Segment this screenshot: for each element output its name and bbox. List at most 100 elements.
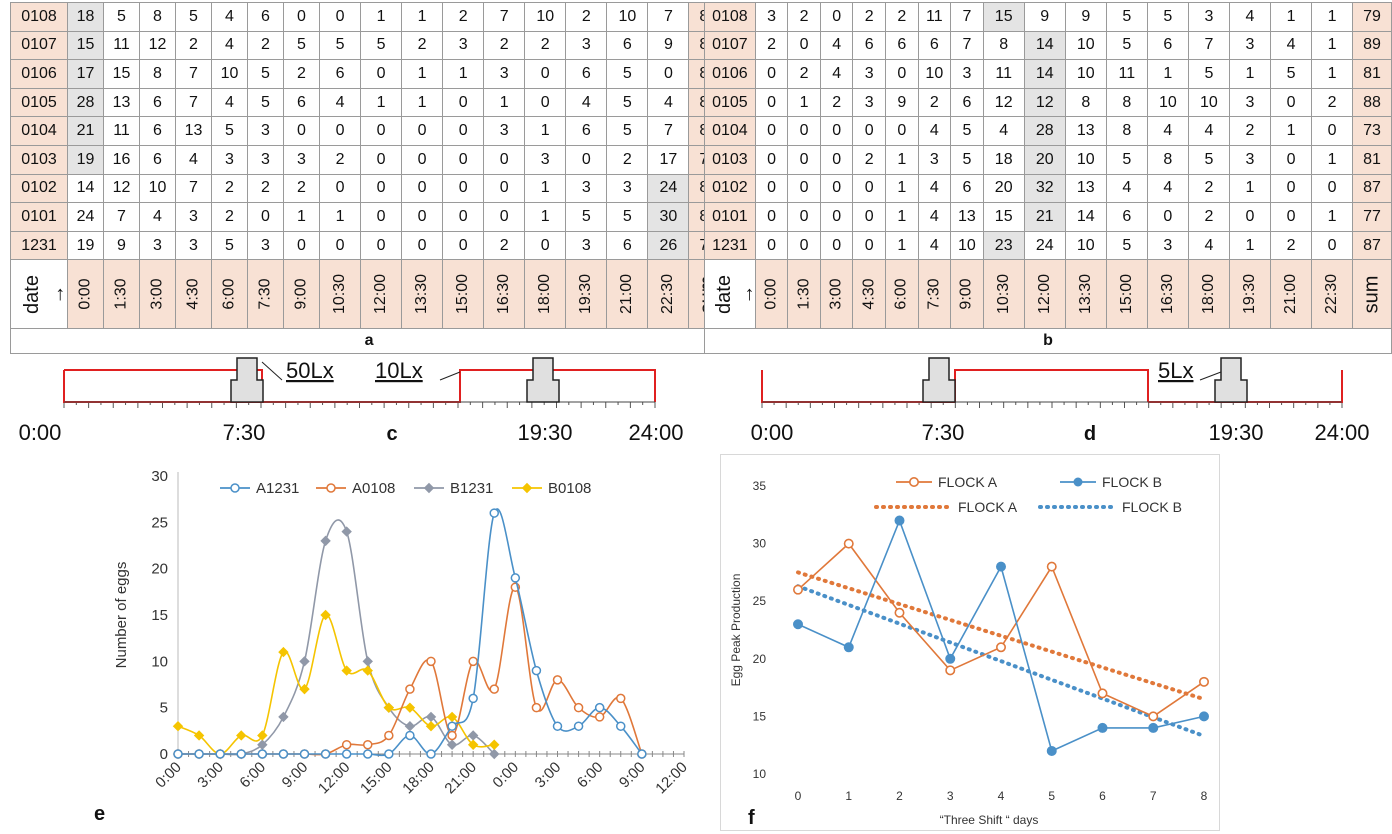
data-point bbox=[1148, 711, 1159, 722]
egg-count-cell: 7 bbox=[175, 59, 212, 89]
egg-count-cell: 0 bbox=[754, 144, 789, 175]
egg-count-cell: 0 bbox=[787, 116, 821, 146]
egg-count-cell: 0 bbox=[318, 2, 362, 32]
egg-count-cell: 8 bbox=[1146, 144, 1189, 175]
egg-count-cell: 4 bbox=[917, 202, 952, 232]
egg-count-cell: 12 bbox=[139, 30, 176, 61]
egg-count-cell: 1 bbox=[884, 230, 919, 261]
egg-count-cell: 0 bbox=[1311, 230, 1354, 261]
schedule-d-mid2: 19:30 bbox=[1208, 420, 1263, 445]
time-header-label: 21:00 bbox=[1282, 274, 1300, 315]
time-header-label: 1:30 bbox=[795, 278, 813, 310]
data-point bbox=[363, 739, 373, 750]
egg-count-cell: 7 bbox=[647, 116, 690, 146]
egg-count-cell: 26 bbox=[647, 230, 690, 261]
egg-count-cell: 10 bbox=[1064, 30, 1107, 61]
x-tick-label: 1 bbox=[845, 789, 852, 803]
time-header-label: 0:00 bbox=[762, 278, 780, 310]
data-point bbox=[1097, 722, 1108, 733]
data-point bbox=[843, 538, 854, 549]
egg-count-cell: 0 bbox=[401, 116, 444, 146]
egg-count-cell: 0 bbox=[360, 144, 403, 175]
row-date: 0107 bbox=[704, 30, 756, 61]
egg-count-cell: 0 bbox=[442, 116, 485, 146]
time-header-label: 9:00 bbox=[292, 278, 310, 310]
egg-count-cell: 5 bbox=[247, 87, 284, 118]
sum-header-label: sum bbox=[1360, 275, 1383, 314]
time-header: 22:30 bbox=[1311, 259, 1354, 330]
egg-count-cell: 7 bbox=[1187, 30, 1230, 61]
egg-count-cell: 2 bbox=[819, 87, 854, 118]
egg-count-cell: 17 bbox=[647, 144, 690, 175]
egg-count-cell: 0 bbox=[524, 59, 567, 89]
egg-count-cell: 13 bbox=[103, 87, 140, 118]
egg-count-cell: 10 bbox=[917, 59, 952, 89]
egg-count-cell: 4 bbox=[1187, 116, 1230, 146]
egg-count-cell: 6 bbox=[950, 173, 984, 204]
schedule-d-mid: 7:30 bbox=[922, 420, 965, 445]
egg-count-cell: 9 bbox=[103, 230, 140, 261]
egg-count-cell: 6 bbox=[565, 59, 608, 89]
egg-count-cell: 3 bbox=[175, 230, 212, 261]
egg-count-cell: 32 bbox=[1023, 173, 1066, 204]
egg-count-cell: 3 bbox=[524, 144, 567, 175]
row-sum: 89 bbox=[1352, 30, 1392, 61]
data-point bbox=[489, 748, 500, 760]
time-header-label: 16:30 bbox=[1158, 274, 1176, 315]
x-tick-label: 5 bbox=[1048, 789, 1055, 803]
data-point bbox=[793, 584, 804, 595]
schedule-d-pulse-morning bbox=[922, 357, 956, 403]
egg-count-cell: 14 bbox=[1064, 202, 1107, 232]
egg-count-cell: 3 bbox=[852, 59, 886, 89]
egg-count-cell: 1 bbox=[1228, 59, 1272, 89]
time-header-label: 7:30 bbox=[256, 278, 274, 310]
legend-label: FLOCK B bbox=[1122, 499, 1182, 515]
data-point bbox=[446, 711, 458, 723]
row-sum: 73 bbox=[1352, 116, 1392, 146]
data-point bbox=[326, 483, 336, 493]
data-point bbox=[341, 665, 352, 676]
row-date: 0105 bbox=[10, 87, 68, 118]
egg-count-cell: 0 bbox=[524, 87, 567, 118]
egg-count-cell: 8 bbox=[1105, 116, 1148, 146]
egg-count-cell: 5 bbox=[1105, 230, 1148, 261]
egg-count-cell: 6 bbox=[1105, 202, 1148, 232]
egg-table-a: 0108185854600112710210786010715111224255… bbox=[9, 2, 729, 355]
egg-count-cell: 6 bbox=[950, 87, 984, 118]
panel-letter-c: c bbox=[386, 423, 397, 445]
x-tick-label: 9:00 bbox=[616, 759, 649, 792]
egg-count-cell: 0 bbox=[360, 202, 403, 232]
trendline-FLOCK-B bbox=[796, 584, 1206, 738]
egg-count-cell: 7 bbox=[647, 2, 690, 32]
egg-count-cell: 2 bbox=[1311, 87, 1354, 118]
time-header-label: 21:00 bbox=[618, 274, 636, 315]
egg-count-cell: 0 bbox=[819, 116, 854, 146]
series-FLOCK-A bbox=[793, 538, 1209, 722]
egg-count-cell: 4 bbox=[917, 116, 952, 146]
table-row: 0104211161353000003165781 bbox=[10, 116, 729, 146]
egg-count-cell: 3 bbox=[247, 144, 284, 175]
data-point bbox=[230, 483, 240, 493]
table-row: 0105 0 1 2 3 9 2 6 12 12 8 8 10 10 3 0 2 88 bbox=[704, 87, 1392, 118]
x-tick-label: 0 bbox=[795, 789, 802, 803]
egg-count-cell: 14 bbox=[1023, 30, 1066, 61]
time-header: 18:00 bbox=[1187, 259, 1230, 330]
egg-count-cell: 9 bbox=[884, 87, 919, 118]
data-point bbox=[341, 749, 352, 759]
egg-count-cell: 0 bbox=[787, 173, 821, 204]
egg-count-cell: 2 bbox=[884, 2, 919, 32]
x-tick-label: 15:00 bbox=[357, 759, 396, 798]
egg-count-cell: 4 bbox=[318, 87, 362, 118]
egg-count-cell: 4 bbox=[917, 173, 952, 204]
egg-count-cell: 0 bbox=[483, 144, 526, 175]
egg-count-cell: 3 bbox=[1187, 2, 1230, 32]
data-point bbox=[573, 702, 584, 713]
row-sum: 81 bbox=[1352, 144, 1392, 175]
egg-count-cell: 2 bbox=[483, 230, 526, 261]
time-header: 18:00 bbox=[524, 259, 567, 330]
egg-count-cell: 0 bbox=[852, 116, 886, 146]
egg-count-cell: 23 bbox=[982, 230, 1025, 261]
up-arrow-icon: ↑ bbox=[55, 282, 66, 305]
legend-entry-A1231: A1231 bbox=[220, 480, 299, 497]
egg-count-cell: 19 bbox=[67, 144, 104, 175]
